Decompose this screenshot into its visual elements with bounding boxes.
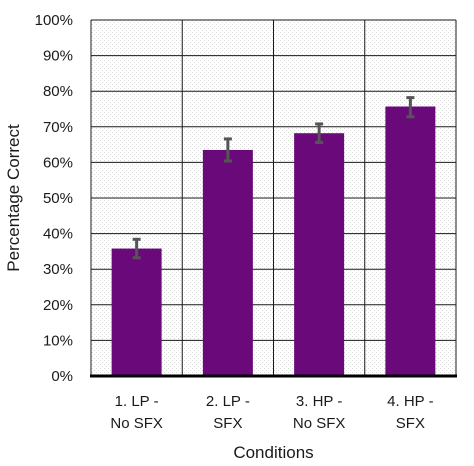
x-tick-label: SFX (213, 415, 242, 432)
x-tick-label: 1. LP - (115, 393, 159, 410)
y-tick-label: 80% (43, 83, 73, 100)
x-tick-label: SFX (396, 415, 425, 432)
bar (202, 149, 253, 376)
y-tick-label: 60% (43, 154, 73, 171)
y-tick-label: 20% (43, 297, 73, 314)
y-tick-label: 10% (43, 332, 73, 349)
y-tick-label: 30% (43, 261, 73, 278)
x-tick-label: 2. LP - (206, 393, 250, 410)
y-axis-title: Percentage Correct (4, 124, 23, 272)
x-tick-label: 3. HP - (296, 393, 342, 410)
bar (385, 106, 436, 377)
x-tick-label: No SFX (293, 415, 346, 432)
y-tick-label: 50% (43, 190, 73, 207)
y-tick-labels: 0% 10% 20% 30% 40% 50% 60% 70% 80% 90% 100% (35, 12, 73, 385)
x-axis-title: Conditions (233, 443, 313, 462)
y-tick-label: 0% (51, 368, 73, 385)
bar (111, 248, 162, 376)
y-tick-label: 70% (43, 119, 73, 136)
x-tick-labels: 1. LP - No SFX 2. LP - SFX 3. HP - No SFX 4. H… (110, 393, 433, 432)
y-tick-label: 100% (35, 12, 73, 29)
bar (294, 133, 345, 376)
error-bars (132, 96, 415, 260)
bars (111, 106, 436, 377)
vertical-gridlines (90, 20, 457, 376)
y-tick-label: 40% (43, 226, 73, 243)
x-tick-label: No SFX (110, 415, 163, 432)
y-tick-label: 90% (43, 48, 73, 65)
x-tick-label: 4. HP - (387, 393, 433, 410)
